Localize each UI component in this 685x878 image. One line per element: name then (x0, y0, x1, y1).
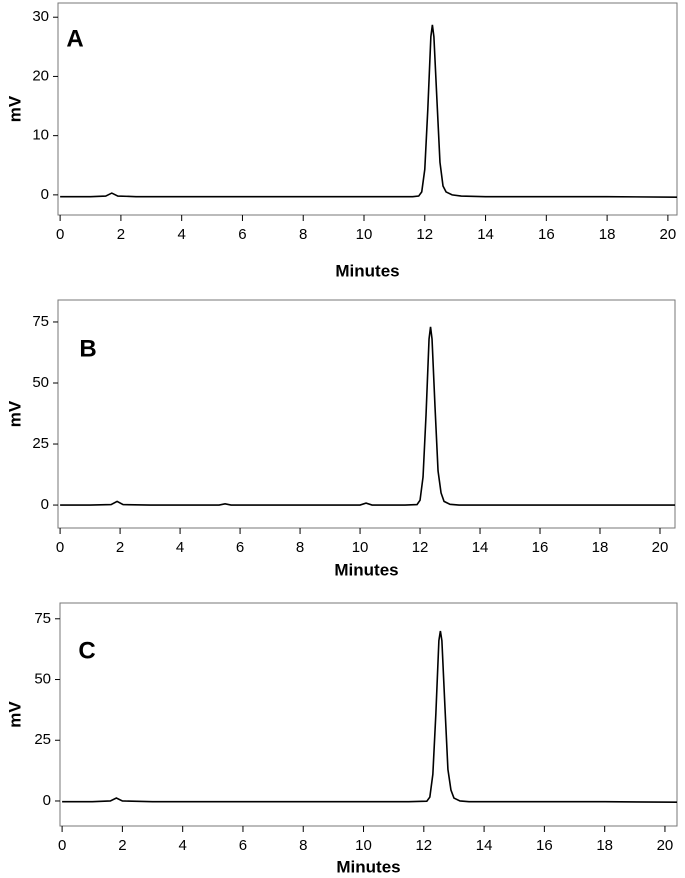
x-tick-label: 14 (472, 539, 489, 556)
x-axis-title: Minutes (336, 857, 400, 876)
x-tick-label: 20 (652, 539, 669, 556)
y-axis-title: mV (5, 701, 24, 728)
x-tick-label: 6 (236, 539, 244, 556)
x-tick-label: 18 (596, 837, 613, 854)
y-tick-label: 30 (32, 8, 49, 25)
x-tick-label: 16 (532, 539, 549, 556)
x-axis-title: Minutes (334, 560, 398, 579)
plot-frame (59, 602, 678, 827)
y-tick-label: 25 (34, 731, 51, 748)
y-axis-title: mV (5, 400, 24, 427)
x-tick-label: 18 (592, 539, 609, 556)
x-tick-label: 2 (118, 837, 126, 854)
x-tick-label: 10 (355, 837, 372, 854)
panel-label: B (79, 335, 96, 362)
y-tick-label: 0 (41, 496, 49, 513)
x-tick-label: 12 (412, 539, 429, 556)
y-tick-label: 0 (41, 186, 49, 203)
y-tick-label: 0 (43, 792, 51, 809)
y-axis-title: mV (5, 95, 24, 122)
plot-frame (57, 2, 678, 216)
x-tick-label: 20 (657, 837, 674, 854)
x-tick-label: 8 (299, 226, 307, 243)
x-tick-label: 0 (58, 837, 66, 854)
x-tick-label: 4 (179, 837, 187, 854)
trace (60, 326, 675, 506)
trace (62, 630, 678, 803)
y-tick-label: 10 (32, 127, 49, 144)
y-tick-label: 50 (32, 374, 49, 391)
y-tick-label: 20 (32, 67, 49, 84)
x-tick-label: 16 (538, 226, 555, 243)
y-tick-label: 75 (32, 313, 49, 330)
x-tick-label: 4 (178, 226, 186, 243)
x-tick-label: 12 (416, 226, 433, 243)
x-tick-label: 8 (299, 837, 307, 854)
y-tick-label: 50 (34, 670, 51, 687)
x-tick-label: 0 (56, 539, 64, 556)
x-tick-label: 0 (56, 226, 64, 243)
panel-label: A (66, 25, 83, 52)
y-tick-label: 75 (34, 610, 51, 627)
x-tick-label: 16 (536, 837, 553, 854)
x-tick-label: 20 (660, 226, 677, 243)
plot-frame (57, 299, 676, 529)
x-tick-label: 18 (599, 226, 616, 243)
x-tick-label: 14 (477, 226, 494, 243)
x-axis-title: Minutes (335, 261, 399, 280)
x-tick-label: 4 (176, 539, 184, 556)
x-tick-label: 6 (239, 837, 247, 854)
x-tick-label: 8 (296, 539, 304, 556)
y-tick-label: 25 (32, 435, 49, 452)
panel-label: C (78, 637, 95, 664)
x-tick-label: 14 (476, 837, 493, 854)
x-tick-label: 6 (238, 226, 246, 243)
x-tick-label: 2 (116, 539, 124, 556)
x-tick-label: 12 (415, 837, 432, 854)
x-tick-label: 10 (356, 226, 373, 243)
trace (60, 24, 678, 199)
x-tick-label: 2 (117, 226, 125, 243)
x-tick-label: 10 (352, 539, 369, 556)
